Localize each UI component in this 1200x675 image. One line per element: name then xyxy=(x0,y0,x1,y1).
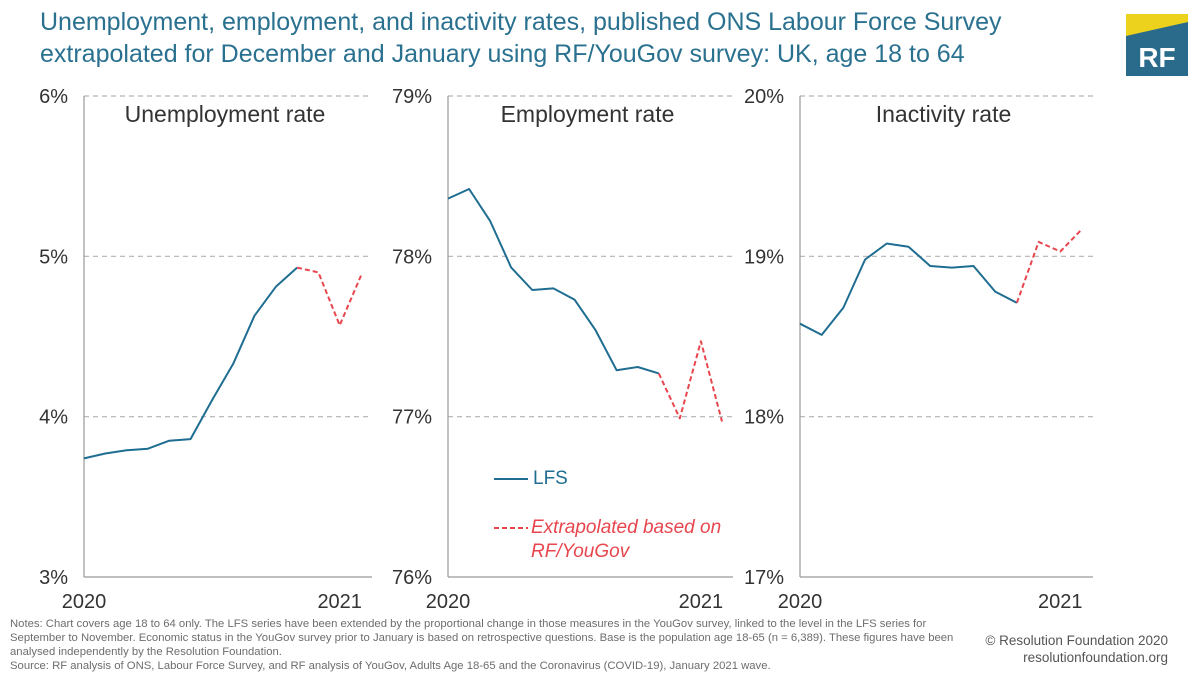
panel-unemployment-x-tick-label: 2021 xyxy=(317,591,362,613)
panel-inactivity-x-tick-label: 2020 xyxy=(778,591,823,613)
chart-title-line-1: Unemployment, employment, and inactivity… xyxy=(40,8,1002,36)
chart-title: Unemployment, employment, and inactivity… xyxy=(40,6,1080,70)
panel-unemployment-title: Unemployment rate xyxy=(125,101,326,127)
rf-logo-text: RF xyxy=(1138,42,1175,73)
chart-title-line-2: extrapolated for December and January us… xyxy=(40,40,965,68)
legend-lfs-label: LFS xyxy=(533,468,568,489)
panel-employment-lfs-line xyxy=(447,188,660,375)
panel-employment-extrapolated-line xyxy=(657,340,723,422)
panel-employment-y-tick-label: 76% xyxy=(392,567,432,589)
panel-unemployment-y-tick-label: 5% xyxy=(39,246,68,268)
panel-unemployment-y-tick-label: 6% xyxy=(39,86,68,108)
notes-text: Notes: Chart covers age 18 to 64 only. T… xyxy=(10,618,954,658)
panel-unemployment-y-tick-label: 4% xyxy=(39,407,68,429)
panel-inactivity-y-tick-label: 18% xyxy=(744,407,784,429)
panel-employment-y-tick-label: 79% xyxy=(392,86,432,108)
rf-logo-accent xyxy=(1126,14,1188,36)
panel-unemployment-x-tick-label: 2020 xyxy=(62,591,107,613)
chart-notes: Notes: Chart covers age 18 to 64 only. T… xyxy=(10,617,960,673)
panel-inactivity-y-tick-label: 17% xyxy=(744,567,784,589)
panel-unemployment-lfs-line xyxy=(83,266,298,460)
copyright-text: © Resolution Foundation 2020 xyxy=(985,633,1168,648)
charts-area: 3% 4% 5% 6% 2020 2021 Unemployment rate 76% 77% 7… xyxy=(39,86,1093,613)
legend-extrapolated-label-line-1: Extrapolated based on xyxy=(531,517,721,538)
panel-inactivity-lfs-line xyxy=(799,242,1018,336)
panel-inactivity-y-tick-label: 20% xyxy=(744,86,784,108)
source-text: Source: RF analysis of ONS, Labour Force… xyxy=(10,660,771,672)
panel-inactivity-x-tick-label: 2021 xyxy=(1038,591,1083,613)
rf-logo: RF xyxy=(1126,14,1188,76)
panel-inactivity-extrapolated-line xyxy=(1015,228,1083,304)
credit-block: © Resolution Foundation 2020 resolutionf… xyxy=(985,632,1168,666)
website-text: resolutionfoundation.org xyxy=(1023,650,1168,665)
legend-extrapolated-label-line-2: RF/YouGov xyxy=(531,541,631,562)
panel-inactivity-title: Inactivity rate xyxy=(876,101,1012,127)
panel-unemployment-y-tick-label: 3% xyxy=(39,567,68,589)
panel-employment-x-tick-label: 2021 xyxy=(679,591,724,613)
panel-employment-x-tick-label: 2020 xyxy=(426,591,471,613)
panel-inactivity-y-tick-label: 19% xyxy=(744,246,784,268)
panel-employment-y-tick-label: 78% xyxy=(392,246,432,268)
panel-employment-y-tick-label: 77% xyxy=(392,407,432,429)
panel-unemployment-extrapolated-line xyxy=(296,266,362,327)
panel-employment-title: Employment rate xyxy=(501,101,675,127)
